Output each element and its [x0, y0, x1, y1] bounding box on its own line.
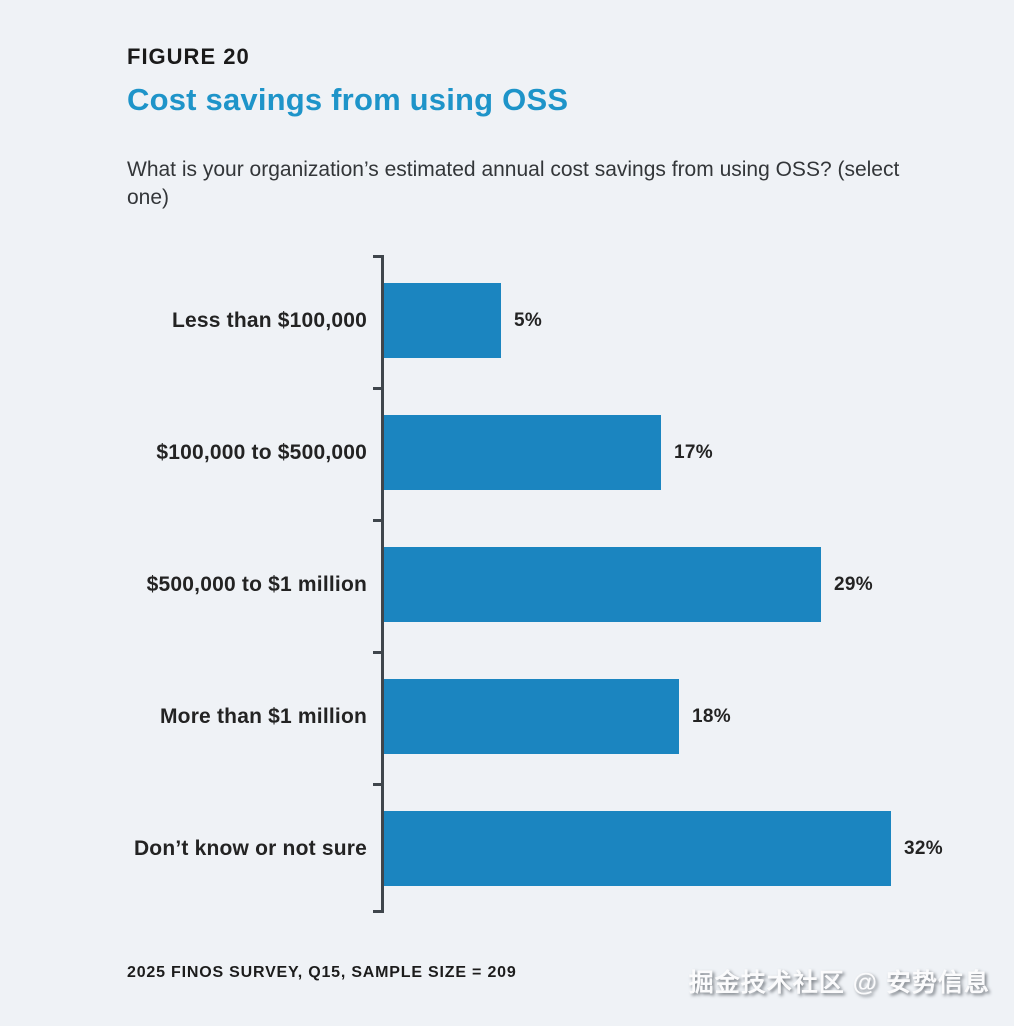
- category-label: $100,000 to $500,000: [156, 440, 367, 464]
- watermark: 掘金技术社区 @ 安势信息: [688, 969, 990, 997]
- category-label: Less than $100,000: [171, 308, 367, 332]
- survey-question: What is your organization’s estimated an…: [127, 158, 900, 209]
- figure-title: Cost savings from using OSS: [127, 82, 569, 117]
- value-label: 5%: [514, 309, 543, 331]
- bar-row: $500,000 to $1 million 29%: [0, 547, 1014, 622]
- value-label: 32%: [904, 837, 943, 859]
- figure-label: FIGURE 20: [127, 44, 250, 69]
- category-label: $500,000 to $1 million: [146, 572, 367, 596]
- bar-chart: Less than $100,000 5% $100,000 to $500,000…: [0, 255, 1014, 913]
- bar-row: Less than $100,000 5%: [0, 283, 1014, 358]
- axis-separator-tick: [373, 386, 382, 390]
- category-label: Don’t know or not sure: [133, 836, 367, 860]
- bar: [384, 811, 891, 886]
- bar: [384, 679, 679, 754]
- axis-endcap-tick: [373, 255, 382, 258]
- bar: [384, 283, 501, 358]
- value-label: 17%: [674, 441, 713, 463]
- axis-separator-tick: [373, 650, 382, 654]
- chart-axis-line: [381, 255, 384, 913]
- bar-row: $100,000 to $500,000 17%: [0, 415, 1014, 490]
- bar: [384, 415, 661, 490]
- source-note: 2025 FINOS SURVEY, Q15, SAMPLE SIZE = 20…: [127, 964, 517, 981]
- value-label: 18%: [692, 705, 731, 727]
- bar-row: More than $1 million 18%: [0, 679, 1014, 754]
- category-label: More than $1 million: [159, 704, 367, 728]
- axis-separator-tick: [373, 782, 382, 786]
- bar-row: Don’t know or not sure 32%: [0, 811, 1014, 886]
- axis-separator-tick: [373, 518, 382, 522]
- bar: [384, 547, 821, 622]
- value-label: 29%: [834, 573, 873, 595]
- axis-endcap-tick: [373, 910, 382, 913]
